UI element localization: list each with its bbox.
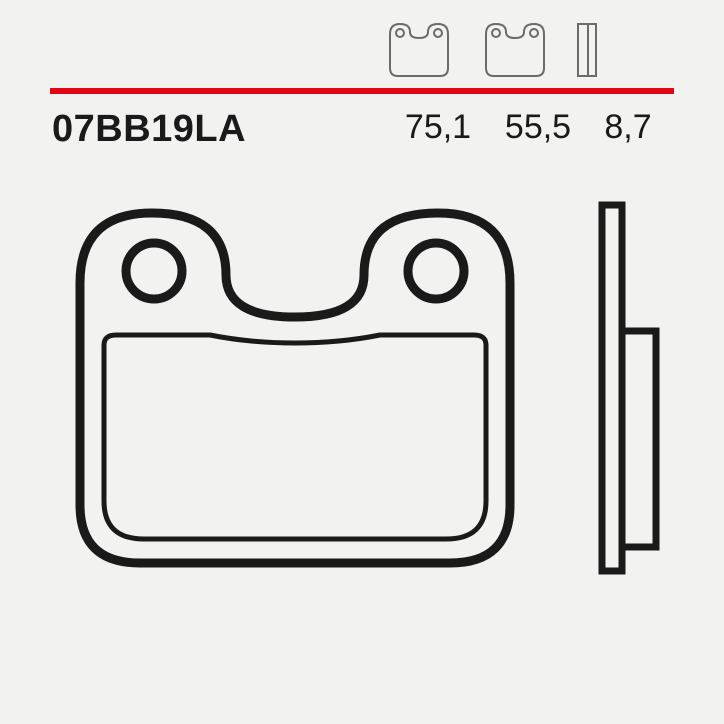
dimension-height: 55,5 — [488, 108, 588, 147]
pad-front-icon-2 — [476, 20, 554, 80]
dimension-thickness: 8,7 — [588, 108, 668, 147]
diagram-canvas: 07BB19LA 75,1 55,5 8,7 — [0, 0, 724, 724]
brake-pad-side-view — [590, 191, 670, 591]
dimension-icons-row — [380, 20, 602, 80]
dimensions-group: 75,1 55,5 8,7 — [388, 108, 668, 147]
pad-front-icon — [380, 20, 458, 80]
pad-side-icon — [572, 20, 602, 80]
dimension-width: 75,1 — [388, 108, 488, 147]
part-number: 07BB19LA — [52, 108, 246, 151]
brake-pad-front-view — [60, 195, 530, 585]
red-divider-bar — [50, 88, 674, 94]
